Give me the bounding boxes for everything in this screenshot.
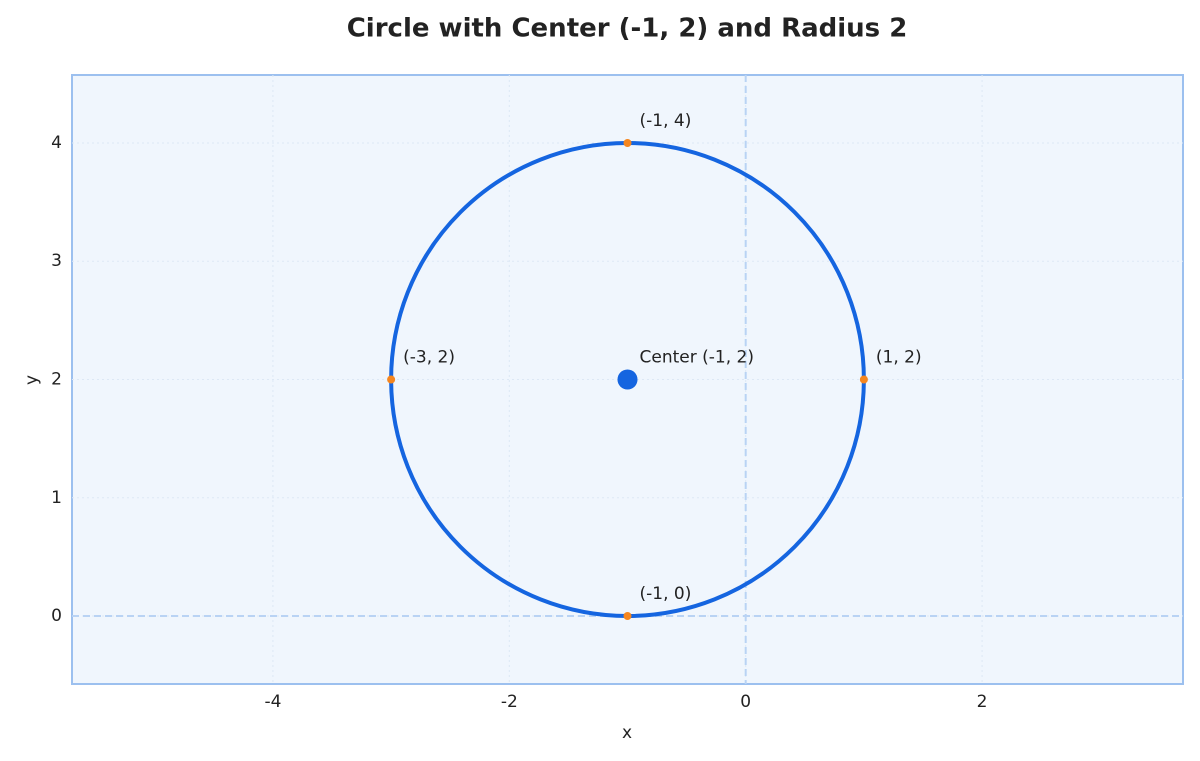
- chart-title: Circle with Center (-1, 2) and Radius 2: [347, 14, 908, 44]
- point: [623, 138, 632, 147]
- point: [859, 375, 868, 384]
- point-label: (-3, 2): [403, 348, 455, 368]
- point-label: (-1, 4): [640, 111, 692, 131]
- y-tick-label: 4: [51, 133, 62, 153]
- x-axis-label: x: [622, 723, 632, 743]
- y-tick-label: 1: [51, 488, 62, 508]
- x-tick-label: -4: [264, 692, 281, 712]
- x-tick-label: 2: [977, 692, 988, 712]
- point: [387, 375, 396, 384]
- y-tick-label: 0: [51, 606, 62, 626]
- y-tick-label: 3: [51, 251, 62, 271]
- y-tick-label: 2: [51, 370, 62, 390]
- point-label: (-1, 0): [640, 584, 692, 604]
- center-label: Center (-1, 2): [640, 348, 754, 368]
- y-axis-label: y: [22, 375, 42, 385]
- point: [623, 612, 632, 621]
- x-tick-label: 0: [740, 692, 751, 712]
- point-label: (1, 2): [876, 348, 922, 368]
- center-point: [617, 369, 638, 390]
- x-tick-label: -2: [501, 692, 518, 712]
